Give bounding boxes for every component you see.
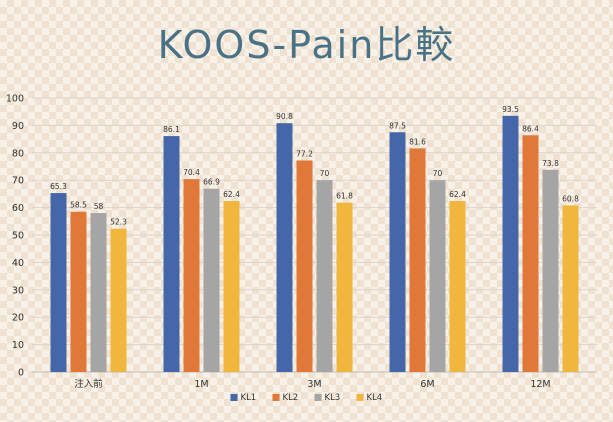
x-tick-label: 12M <box>530 379 550 390</box>
legend-swatch <box>272 394 280 401</box>
bar-kl3 <box>429 180 446 372</box>
bar-kl1 <box>276 123 293 372</box>
legend-label: KL1 <box>241 393 257 403</box>
y-tick-label: 60 <box>12 203 24 214</box>
data-label: 62.4 <box>223 190 240 199</box>
legend: KL1 KL2 KL3 KL4 <box>230 393 383 403</box>
data-label: 90.8 <box>276 112 293 121</box>
y-tick-label: 50 <box>12 231 24 242</box>
bar-kl4 <box>449 201 466 372</box>
data-label: 70 <box>433 169 443 178</box>
x-tick-label: 6M <box>420 379 434 390</box>
bar-kl3 <box>316 180 333 372</box>
y-tick-label: 0 <box>18 368 24 379</box>
data-label: 70 <box>320 169 330 178</box>
bar-kl1 <box>502 115 519 372</box>
bar-kl2 <box>183 179 200 372</box>
data-label: 77.2 <box>296 149 313 158</box>
data-label: 86.1 <box>163 125 180 134</box>
y-tick-label: 20 <box>12 313 24 324</box>
bar-kl2 <box>70 211 87 372</box>
bar-kl2 <box>409 148 426 372</box>
bar-kl2 <box>522 135 539 372</box>
data-label: 58 <box>94 202 104 211</box>
x-tick-label: 注入前 <box>74 378 103 390</box>
x-tick-label: 3M <box>307 379 321 390</box>
bar-kl3 <box>542 169 559 372</box>
bar-kl3 <box>90 213 107 372</box>
y-tick-label: 100 <box>6 94 24 105</box>
data-label: 66.9 <box>203 178 220 187</box>
data-label: 65.3 <box>50 182 67 191</box>
legend-swatch <box>356 394 364 401</box>
legend-label: KL2 <box>283 393 299 403</box>
data-label: 86.4 <box>522 124 539 133</box>
y-axis: 0 10 20 30 40 50 60 70 80 90 100 <box>6 94 24 379</box>
bars: 65.358.5 5852.386.170.466.962.490.877.270… <box>50 105 579 372</box>
y-tick-label: 40 <box>12 258 24 269</box>
y-tick-label: 90 <box>12 121 24 132</box>
data-label: 52.3 <box>110 218 127 227</box>
data-label: 73.8 <box>542 159 559 168</box>
data-label: 93.5 <box>502 105 519 114</box>
x-axis: 注入前 1M 3M 6M 12M <box>74 378 550 390</box>
chart-title: KOOS-Pain比較 <box>157 23 456 67</box>
legend-label: KL4 <box>367 393 383 403</box>
x-tick-label: 1M <box>194 379 208 390</box>
bar-kl4 <box>336 202 353 372</box>
data-label: 87.5 <box>389 121 406 130</box>
bar-kl4 <box>223 201 240 372</box>
legend-label: KL3 <box>325 393 341 403</box>
bar-kl4 <box>110 228 127 372</box>
bar-kl3 <box>203 188 220 372</box>
y-tick-label: 80 <box>12 148 24 159</box>
legend-swatch <box>230 394 238 401</box>
legend-swatch <box>314 394 322 401</box>
y-tick-label: 70 <box>12 176 24 187</box>
bar-kl2 <box>296 160 313 372</box>
bar-kl1 <box>163 136 180 372</box>
bar-kl4 <box>562 205 579 372</box>
data-label: 70.4 <box>183 168 200 177</box>
data-label: 60.8 <box>562 194 579 203</box>
data-label: 62.4 <box>449 190 466 199</box>
y-tick-label: 10 <box>12 340 24 351</box>
data-label: 58.5 <box>70 201 87 210</box>
bar-kl1 <box>50 193 67 372</box>
data-label: 81.6 <box>409 137 426 146</box>
y-tick-label: 30 <box>12 285 24 296</box>
data-label: 61.8 <box>336 192 353 201</box>
bar-kl1 <box>389 132 406 372</box>
